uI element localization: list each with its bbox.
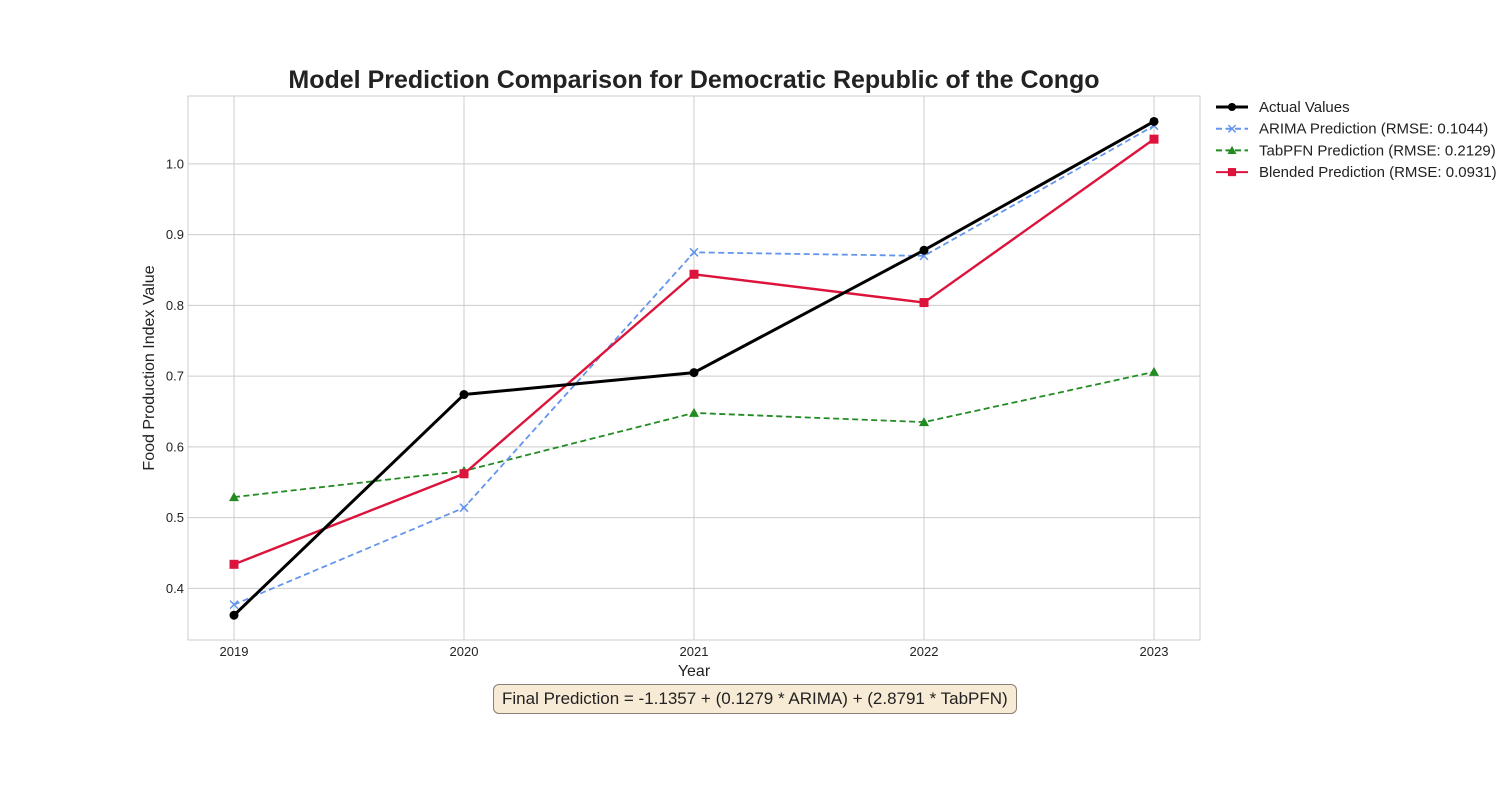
legend-marker: [1227, 102, 1237, 112]
y-tick-label: 1.0: [166, 156, 184, 171]
y-tick-label: 0.6: [166, 439, 184, 454]
grid: [188, 96, 1200, 640]
data-point: [229, 559, 239, 569]
data-point: [919, 245, 929, 255]
data-point: [689, 269, 699, 279]
legend-label: Actual Values: [1259, 99, 1350, 116]
legend-item: Actual Values: [1216, 99, 1350, 116]
y-axis-label: Food Production Index Value: [141, 265, 158, 470]
series-1: [229, 121, 1159, 610]
x-tick-label: 2022: [910, 644, 939, 659]
legend-label: TabPFN Prediction (RMSE: 0.2129): [1259, 142, 1496, 159]
series-3: [229, 134, 1159, 569]
y-tick-label: 0.4: [166, 581, 184, 596]
x-tick-label: 2019: [220, 644, 249, 659]
data-point: [689, 247, 699, 257]
y-tick-label: 0.7: [166, 369, 184, 384]
x-axis-label: Year: [678, 663, 711, 680]
formula-annotation: Final Prediction = -1.1357 + (0.1279 * A…: [493, 684, 1017, 714]
data-point: [229, 600, 239, 610]
data-point: [1149, 116, 1159, 126]
y-tick-label: 0.5: [166, 510, 184, 525]
data-point: [229, 610, 239, 620]
legend-marker: [1227, 168, 1237, 177]
data-point: [459, 503, 469, 513]
chart-title: Model Prediction Comparison for Democrat…: [288, 66, 1099, 94]
x-tick-label: 2020: [450, 644, 479, 659]
data-point: [459, 469, 469, 479]
data-point: [1149, 366, 1159, 376]
data-point: [689, 368, 699, 378]
legend-item: ARIMA Prediction (RMSE: 0.1044): [1216, 121, 1488, 138]
y-tick-label: 0.8: [166, 298, 184, 313]
data-point: [1149, 134, 1159, 144]
legend-marker: [1227, 124, 1237, 133]
legend-label: ARIMA Prediction (RMSE: 0.1044): [1259, 121, 1488, 138]
data-point: [229, 492, 239, 502]
plot-frame: [187, 95, 1201, 641]
series-layer: [229, 116, 1159, 620]
x-tick-label: 2023: [1140, 644, 1169, 659]
series-0: [229, 116, 1159, 620]
data-point: [919, 298, 929, 308]
data-point: [459, 390, 469, 400]
tick-labels: 2019 2020 2021 2022 2023 0.4 0.5 0.6 0.7 0.8 0.9 1.…: [166, 156, 1169, 659]
legend-label: Blended Prediction (RMSE: 0.0931): [1259, 164, 1497, 181]
legend-item: Blended Prediction (RMSE: 0.0931): [1216, 164, 1497, 181]
legend-marker: [1227, 145, 1237, 154]
y-tick-label: 0.9: [166, 227, 184, 242]
data-point: [919, 417, 929, 427]
legend-item: TabPFN Prediction (RMSE: 0.2129): [1216, 142, 1496, 159]
x-tick-label: 2021: [680, 644, 709, 659]
data-point: [689, 407, 699, 417]
legend: Actual Values ARIMA Prediction (RMSE: 0.1…: [1216, 99, 1497, 181]
